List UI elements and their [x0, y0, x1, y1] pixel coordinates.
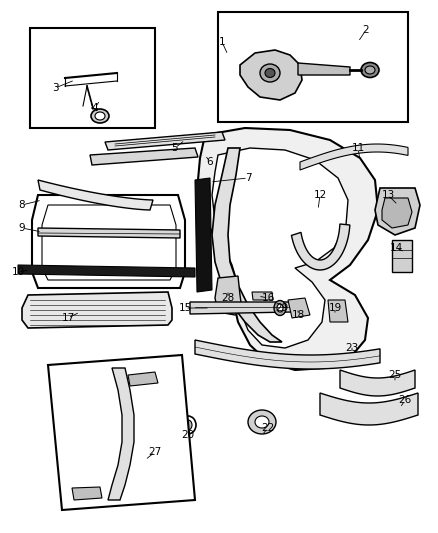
Polygon shape	[300, 144, 408, 170]
Polygon shape	[252, 292, 273, 300]
Text: 14: 14	[389, 243, 403, 253]
Ellipse shape	[252, 413, 272, 431]
Polygon shape	[42, 205, 176, 280]
Ellipse shape	[365, 66, 375, 74]
Polygon shape	[198, 128, 378, 370]
Text: 29: 29	[276, 303, 289, 313]
Polygon shape	[382, 198, 412, 228]
Ellipse shape	[265, 69, 275, 77]
Polygon shape	[105, 132, 225, 150]
Polygon shape	[90, 148, 198, 165]
Polygon shape	[195, 178, 212, 292]
Text: 2: 2	[363, 25, 369, 35]
Ellipse shape	[180, 416, 196, 434]
Text: 17: 17	[61, 313, 74, 323]
Polygon shape	[298, 63, 350, 75]
Ellipse shape	[255, 416, 269, 428]
Polygon shape	[190, 302, 292, 314]
Text: 26: 26	[399, 395, 412, 405]
Ellipse shape	[361, 62, 379, 77]
Bar	[30, 28, 155, 128]
Ellipse shape	[248, 410, 276, 434]
Text: 4: 4	[92, 103, 98, 113]
Text: 18: 18	[291, 310, 304, 320]
Polygon shape	[38, 228, 180, 238]
Polygon shape	[212, 148, 348, 348]
Text: 16: 16	[261, 293, 275, 303]
Polygon shape	[215, 276, 242, 315]
Text: 10: 10	[11, 267, 25, 277]
Polygon shape	[328, 300, 348, 322]
Text: 27: 27	[148, 447, 162, 457]
Ellipse shape	[274, 301, 286, 316]
Text: 6: 6	[207, 157, 213, 167]
Polygon shape	[48, 355, 195, 510]
Polygon shape	[32, 195, 185, 288]
Polygon shape	[18, 265, 195, 277]
Ellipse shape	[95, 112, 105, 120]
Polygon shape	[128, 372, 158, 386]
Ellipse shape	[277, 304, 283, 312]
Ellipse shape	[260, 64, 280, 82]
Text: 9: 9	[19, 223, 25, 233]
Polygon shape	[291, 224, 350, 270]
Polygon shape	[375, 188, 420, 235]
Polygon shape	[195, 340, 380, 369]
Text: 3: 3	[52, 83, 58, 93]
Text: 12: 12	[313, 190, 327, 200]
Text: 5: 5	[172, 143, 178, 153]
Polygon shape	[108, 368, 134, 500]
Bar	[218, 12, 408, 122]
Text: 15: 15	[178, 303, 192, 313]
Text: 23: 23	[346, 343, 359, 353]
Text: 13: 13	[381, 190, 395, 200]
Polygon shape	[22, 292, 172, 328]
Text: 1: 1	[219, 37, 225, 47]
Polygon shape	[320, 393, 418, 425]
Text: 28: 28	[221, 293, 235, 303]
Text: 20: 20	[181, 430, 194, 440]
Polygon shape	[240, 50, 302, 100]
Polygon shape	[72, 487, 102, 500]
Polygon shape	[212, 148, 282, 342]
Polygon shape	[38, 180, 153, 210]
Text: 7: 7	[245, 173, 251, 183]
Ellipse shape	[91, 109, 109, 123]
Text: 19: 19	[328, 303, 342, 313]
Text: 22: 22	[261, 423, 275, 433]
Polygon shape	[392, 240, 412, 272]
Text: 25: 25	[389, 370, 402, 380]
Text: 11: 11	[351, 143, 364, 153]
Ellipse shape	[184, 420, 192, 430]
Polygon shape	[340, 370, 415, 396]
Text: 8: 8	[19, 200, 25, 210]
Polygon shape	[288, 298, 310, 318]
